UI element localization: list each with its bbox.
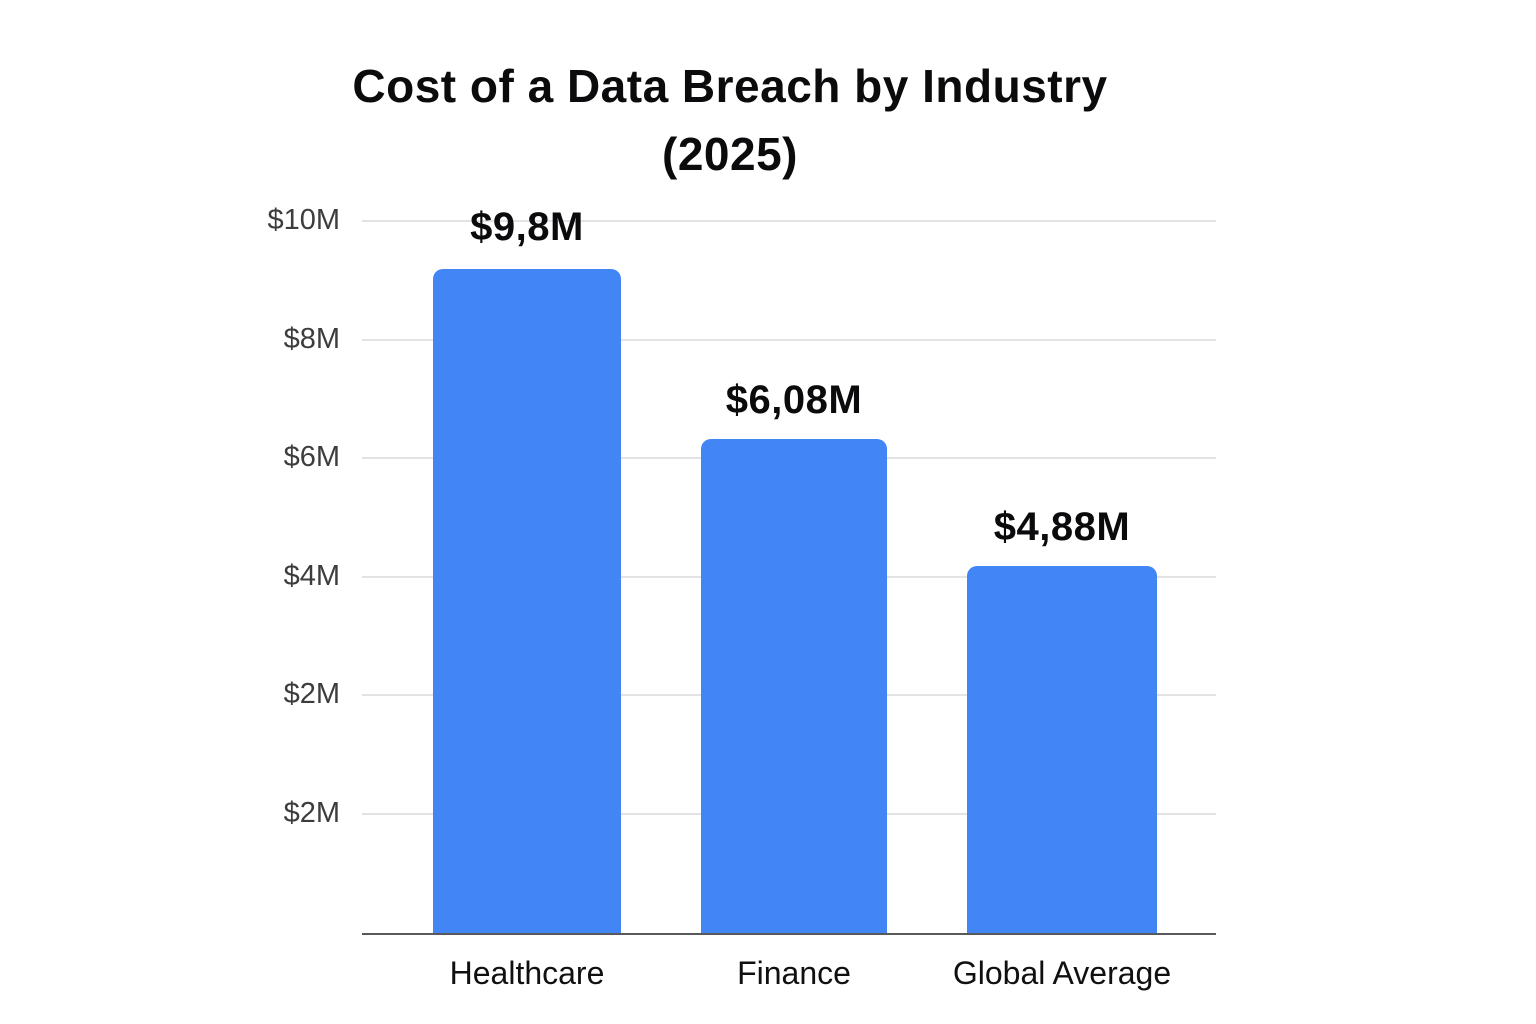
chart-title-line2: (2025) [662,128,798,180]
x-axis-category-label: Finance [737,955,851,991]
chart-title: Cost of a Data Breach by Industry (2025) [0,52,1460,188]
y-axis-tick-label: $2M [283,797,340,829]
bar-healthcare [433,269,621,934]
y-axis-tick-label: $8M [283,323,340,355]
gridline [362,220,1216,222]
x-axis-category-label: Global Average [952,955,1172,991]
bar-value-label: $6,08M [725,378,863,422]
bar-value-label: $9,8M [470,205,584,249]
gridline [362,339,1216,341]
y-axis-tick-label: $4M [283,560,340,592]
chart-title-line1: Cost of a Data Breach by Industry [352,60,1108,112]
y-axis-tick-label: $2M [283,678,340,710]
bar-value-label: $4,88M [993,505,1131,549]
bar-global-average [967,566,1157,934]
x-axis-category-label: Healthcare [449,955,605,991]
y-axis-tick-label: $6M [283,441,340,473]
x-axis-line [362,933,1216,935]
bar-finance [701,439,887,934]
y-axis-tick-label: $10M [267,204,340,236]
